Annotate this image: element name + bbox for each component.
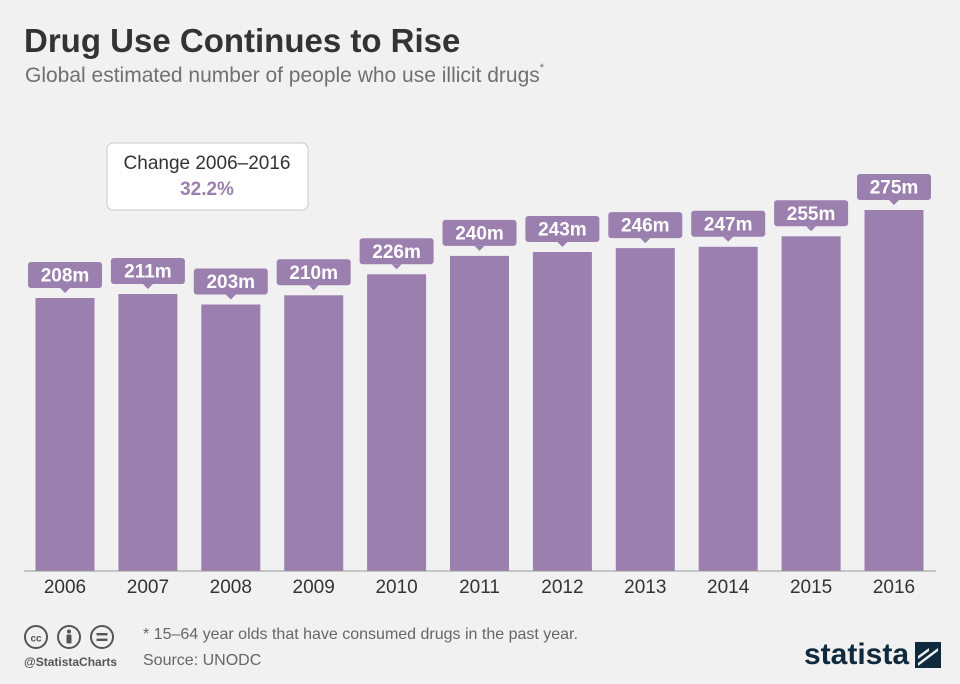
x-tick-label-2010: 2010	[375, 577, 417, 598]
value-label-text: 210m	[289, 263, 338, 284]
cc-icon: cc	[24, 625, 48, 649]
no-derivatives-icon	[90, 625, 114, 649]
subtitle-footnote-marker: *	[539, 62, 545, 74]
x-tick-label-2007: 2007	[127, 577, 169, 598]
value-label-2006: 208m	[28, 262, 102, 293]
value-label-box	[608, 212, 683, 239]
value-label-2016: 275m	[857, 174, 931, 205]
x-tick-label-2006: 2006	[44, 577, 86, 598]
value-label-pointer	[308, 285, 319, 291]
value-labels-layer: 208m 211m 203m 210m 226m 240m 243m 246m 247m 255m…	[28, 174, 931, 300]
value-label-box	[110, 258, 185, 284]
value-label-text: 226m	[372, 242, 421, 263]
value-label-text: 275m	[870, 178, 919, 199]
attribution-icon	[57, 625, 81, 649]
callout-label: Change 2006–2016	[124, 153, 291, 174]
value-label-pointer	[225, 294, 236, 300]
value-label-text: 203m	[206, 272, 255, 293]
x-tick-label-2013: 2013	[624, 577, 666, 598]
bar-2016	[864, 210, 924, 571]
chart-subtitle: Global estimated number of people who us…	[25, 62, 545, 88]
x-tick-label-2011: 2011	[459, 577, 500, 598]
value-label-pointer	[557, 242, 568, 247]
value-label-2009: 210m	[276, 259, 351, 291]
value-label-2013: 246m	[608, 212, 683, 244]
value-label-2012: 243m	[525, 216, 600, 247]
value-label-box	[442, 219, 517, 246]
value-label-box	[525, 216, 600, 242]
bar-2008	[201, 304, 261, 571]
x-tick-label-2008: 2008	[210, 577, 252, 598]
value-label-pointer	[723, 236, 734, 242]
bar-2011	[450, 255, 509, 571]
value-label-2014: 247m	[691, 210, 766, 242]
value-label-text: 246m	[621, 216, 670, 237]
bar-2015	[781, 236, 841, 572]
x-tick-label-2012: 2012	[541, 577, 583, 598]
x-tick-label-2009: 2009	[293, 577, 335, 598]
value-label-2010: 226m	[359, 238, 434, 270]
value-label-text: 208m	[41, 266, 90, 287]
value-label-pointer	[60, 288, 70, 293]
value-label-box	[28, 262, 102, 288]
value-label-text: 255m	[787, 204, 836, 225]
bar-2012	[532, 252, 592, 571]
x-tick-labels-layer: 2006 2007 2008 2009 2010 2011 2012 2013 2014 2015…	[44, 577, 915, 598]
value-label-box	[359, 238, 434, 265]
x-tick-label-2016: 2016	[873, 577, 915, 598]
value-label-text: 247m	[704, 214, 753, 235]
statista-handle: @StatistaCharts	[24, 655, 118, 669]
subtitle-text: Global estimated number of people who us…	[25, 64, 540, 87]
svg-text:cc: cc	[30, 634, 42, 645]
creative-commons-icons: cc	[24, 625, 114, 649]
x-tick-label-2014: 2014	[707, 577, 750, 598]
bar-2006	[35, 298, 95, 571]
value-label-pointer	[806, 226, 817, 232]
callout-value: 32.2%	[180, 179, 234, 200]
change-callout: Change 2006–2016 32.2%	[106, 142, 309, 211]
value-label-2008: 203m	[193, 268, 268, 300]
statista-logo: statista	[804, 638, 942, 672]
value-label-pointer	[391, 264, 402, 270]
callout-box	[106, 142, 309, 211]
bar-2010	[367, 274, 427, 571]
value-label-box	[691, 210, 766, 237]
value-label-pointer	[640, 238, 651, 244]
value-label-text: 211m	[124, 262, 172, 283]
bar-2013	[615, 248, 675, 571]
value-label-pointer	[474, 245, 485, 251]
statista-logo-text: statista	[804, 638, 910, 671]
bars-layer	[35, 210, 924, 572]
bar-2009	[284, 295, 344, 571]
value-label-2007: 211m	[110, 258, 185, 289]
value-label-box	[857, 174, 931, 200]
value-label-text: 243m	[538, 220, 587, 241]
value-label-2011: 240m	[442, 219, 517, 251]
value-label-pointer	[889, 200, 899, 205]
bar-2007	[118, 294, 178, 571]
source-note: Source: UNODC	[143, 652, 262, 669]
footnote: * 15–64 year olds that have consumed dru…	[143, 626, 578, 643]
value-label-pointer	[142, 284, 153, 289]
x-tick-label-2015: 2015	[790, 577, 832, 598]
statista-logo-mark-icon	[915, 642, 942, 668]
value-label-box	[276, 259, 351, 286]
bar-2014	[698, 246, 758, 572]
value-label-box	[774, 200, 849, 227]
value-label-box	[193, 268, 268, 295]
value-label-2015: 255m	[774, 200, 849, 232]
chart-title: Drug Use Continues to Rise	[24, 22, 461, 59]
value-label-text: 240m	[455, 223, 504, 244]
